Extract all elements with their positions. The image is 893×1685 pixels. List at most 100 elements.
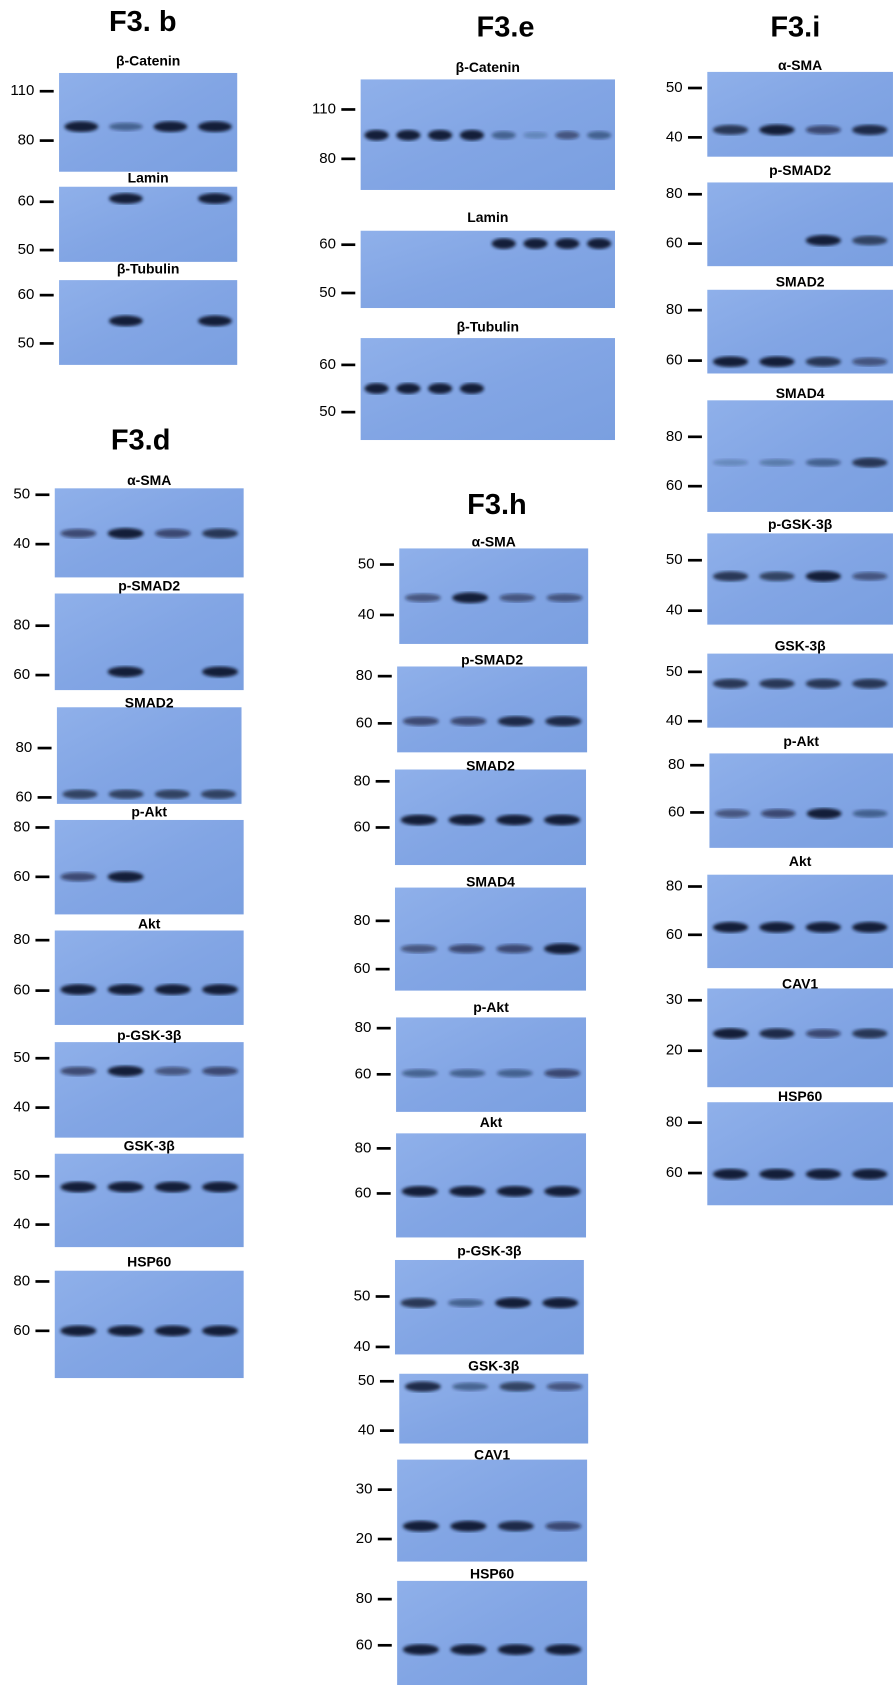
marker-label: 60	[356, 1636, 373, 1653]
band	[805, 1168, 841, 1180]
band	[108, 122, 143, 131]
band	[805, 125, 841, 135]
blot-image	[396, 1133, 587, 1238]
band	[805, 458, 841, 467]
band	[852, 357, 888, 366]
band	[759, 356, 795, 368]
band	[852, 572, 888, 581]
blot-label: p-SMAD2	[118, 577, 180, 593]
band	[852, 457, 888, 468]
band	[154, 528, 191, 538]
band	[202, 984, 238, 995]
marker-label: 60	[354, 960, 371, 977]
blot-image	[396, 1017, 587, 1112]
band	[496, 944, 533, 954]
band	[428, 129, 453, 141]
marker-label: 50	[13, 1167, 30, 1184]
band	[555, 130, 580, 140]
band	[450, 716, 487, 726]
blot-label: SMAD2	[466, 758, 515, 774]
band	[545, 716, 582, 727]
blot-image	[707, 874, 893, 969]
marker-label: 80	[13, 818, 30, 835]
band	[452, 592, 489, 604]
panel-title: F3.d	[111, 425, 171, 457]
band	[107, 984, 144, 995]
marker-label: 60	[666, 1164, 683, 1181]
band	[447, 1298, 484, 1308]
blot-label: p-Akt	[131, 804, 167, 820]
marker-label: 60	[666, 477, 683, 494]
panel-title: F3. b	[109, 6, 177, 38]
band	[202, 528, 238, 539]
band	[759, 1028, 795, 1039]
band	[497, 716, 534, 727]
marker-label: 80	[666, 1114, 683, 1131]
blot-image	[707, 1102, 893, 1206]
marker-label: 80	[13, 1272, 30, 1289]
panel-title: F3.e	[477, 11, 535, 43]
blot-label: GSK-3β	[775, 637, 827, 653]
blot-label: HSP60	[470, 1566, 514, 1582]
band	[805, 570, 841, 582]
marker-label: 60	[319, 356, 336, 373]
band	[396, 383, 421, 394]
band	[759, 678, 795, 689]
blot-label: α-SMA	[472, 533, 516, 549]
band	[402, 1644, 439, 1655]
marker-label: 60	[666, 352, 683, 369]
band	[546, 1382, 583, 1391]
blot-image	[397, 666, 588, 753]
marker-label: 50	[319, 403, 336, 420]
marker-label: 50	[319, 284, 336, 301]
blot-image	[54, 1270, 244, 1379]
blot-image	[707, 400, 893, 512]
marker-label: 40	[13, 535, 30, 552]
marker-label: 40	[666, 128, 683, 145]
band	[448, 814, 485, 826]
marker-label: 60	[13, 1322, 30, 1339]
marker-label: 80	[666, 301, 683, 318]
band	[759, 458, 795, 467]
band	[107, 666, 144, 678]
band	[154, 1066, 191, 1076]
marker-label: 40	[358, 606, 375, 623]
blot-label: β-Catenin	[456, 59, 520, 75]
marker-label: 80	[355, 1139, 372, 1156]
band	[459, 129, 485, 141]
band	[497, 1521, 534, 1532]
marker-label: 80	[666, 428, 683, 445]
band	[154, 1325, 191, 1337]
blot-label: Akt	[480, 1114, 503, 1130]
band	[805, 235, 841, 246]
marker-label: 80	[16, 739, 33, 756]
band	[545, 1521, 582, 1531]
band	[202, 1181, 238, 1193]
band	[200, 789, 236, 799]
blot-image	[54, 930, 244, 1025]
marker-label: 50	[358, 1372, 375, 1389]
band	[154, 789, 190, 799]
band	[587, 238, 612, 249]
band	[545, 1644, 582, 1655]
band	[154, 984, 191, 995]
blot-label: Akt	[789, 853, 812, 869]
marker-label: 80	[18, 132, 35, 149]
band	[108, 193, 143, 204]
marker-label: 60	[668, 803, 685, 820]
band	[543, 943, 581, 955]
marker-label: 60	[13, 868, 30, 885]
blot-image	[707, 71, 893, 157]
band	[712, 459, 749, 467]
marker-label: 50	[666, 551, 683, 568]
band	[852, 1168, 888, 1180]
band	[404, 1381, 441, 1392]
blot-label: p-GSK-3β	[768, 516, 833, 532]
band	[544, 1068, 581, 1078]
band	[107, 528, 144, 539]
band	[452, 1382, 489, 1391]
band	[400, 1297, 437, 1308]
marker-label: 60	[666, 235, 683, 252]
blot-label: GSK-3β	[468, 1358, 520, 1374]
